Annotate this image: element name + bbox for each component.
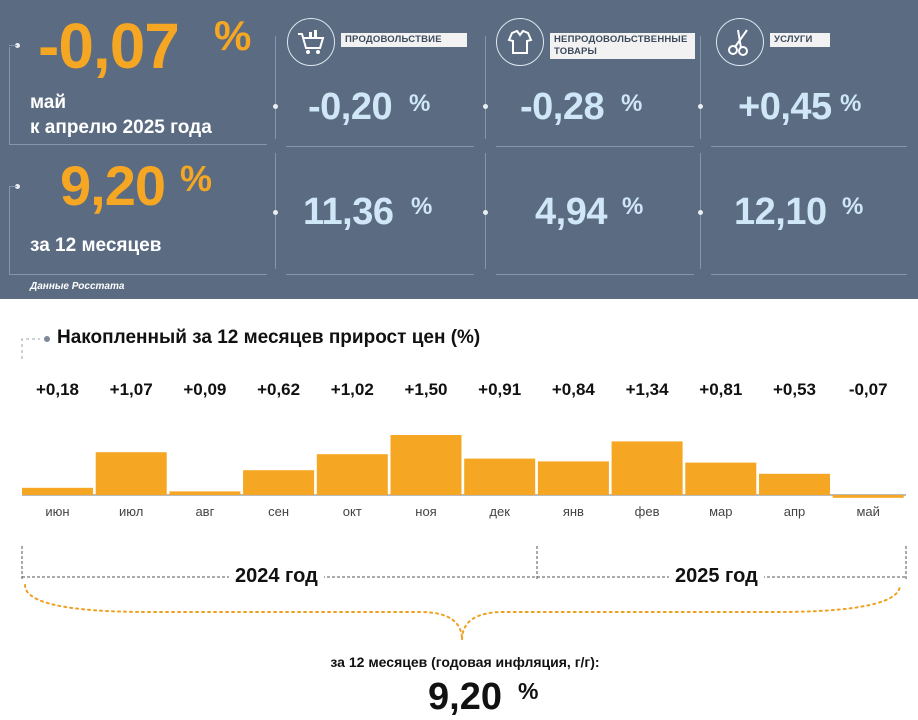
value-label-фев: +1,34 xyxy=(625,380,669,399)
nonfood-annual-percent: % xyxy=(622,193,644,220)
bar-фев xyxy=(611,441,683,495)
bar-апр xyxy=(759,473,830,495)
column-separator xyxy=(275,36,276,139)
value-label-янв: +0,84 xyxy=(551,380,595,399)
monthly-cpi-value: -0,07 xyxy=(38,10,180,82)
value-label-май: -0,07 xyxy=(848,380,888,399)
annual-inflation-percent: % xyxy=(518,678,539,704)
chart-title: Накопленный за 12 месяцев прирост цен (%… xyxy=(57,327,481,348)
source-note: Данные Росстата xyxy=(30,281,125,292)
summary-divider xyxy=(9,274,267,275)
annual-cpi-percent: % xyxy=(180,158,213,199)
food-monthly-value: -0,20 xyxy=(308,86,393,128)
value-label-ноя: +1,50 xyxy=(404,380,448,399)
clothing-icon xyxy=(496,18,544,66)
month-label-авг: авг xyxy=(195,504,215,519)
bullet-dot xyxy=(483,104,488,109)
annual-inflation-label: за 12 месяцев (годовая инфляция, г/г): xyxy=(330,654,600,670)
annual-label: за 12 месяцев xyxy=(30,235,162,256)
bar-авг xyxy=(169,491,241,495)
summary-divider xyxy=(9,144,267,145)
nonfood-annual-value: 4,94 xyxy=(535,191,607,233)
bar-сен xyxy=(243,470,315,495)
services-annual-value: 12,10 xyxy=(734,191,827,233)
chart-title-connector xyxy=(21,336,50,359)
bar-ноя xyxy=(390,435,462,495)
inflation-summary-panel: -0,07 % май к апрелю 2025 года 9,20 % за… xyxy=(0,0,918,299)
month-label-янв: янв xyxy=(562,504,584,519)
food-monthly-percent: % xyxy=(409,90,431,117)
annual-cpi-value: 9,20 xyxy=(60,154,166,217)
month-label-июл: июл xyxy=(119,504,144,519)
value-label-окт: +1,02 xyxy=(330,380,374,399)
food-annual-value: 11,36 xyxy=(303,191,394,233)
bullet-dot xyxy=(273,210,278,215)
bar-июл xyxy=(95,452,167,495)
annual-inflation-value: 9,20 xyxy=(428,676,502,718)
scissors-icon xyxy=(716,18,764,66)
connector-tick xyxy=(9,186,17,187)
value-label-мар: +0,81 xyxy=(699,380,743,399)
shopping-cart-icon xyxy=(287,18,335,66)
monthly-label-period: к апрелю 2025 года xyxy=(30,117,212,138)
value-label-авг: +0,09 xyxy=(183,380,227,399)
row-divider xyxy=(496,146,694,147)
bar-янв xyxy=(537,461,609,495)
services-annual-percent: % xyxy=(842,193,864,220)
category-label-food: ПРОДОВОЛЬСТВИЕ xyxy=(341,33,467,47)
value-label-июл: +1,07 xyxy=(109,380,153,399)
column-separator xyxy=(485,36,486,139)
left-connector-line xyxy=(9,47,10,144)
bullet-dot xyxy=(15,43,20,48)
bullet-dot xyxy=(15,184,20,189)
bar-май xyxy=(832,495,904,498)
value-label-дек: +0,91 xyxy=(478,380,522,399)
nonfood-monthly-percent: % xyxy=(621,90,643,117)
value-label-сен: +0,62 xyxy=(257,380,301,399)
connector-tick xyxy=(9,45,17,46)
month-label-май: май xyxy=(856,504,880,519)
value-label-июн: +0,18 xyxy=(35,380,79,399)
bar-дек xyxy=(464,458,536,495)
year-label-2024: 2024 год xyxy=(229,565,324,588)
bullet-dot xyxy=(698,104,703,109)
month-label-окт: окт xyxy=(342,504,362,519)
month-label-июн: июн xyxy=(45,504,70,519)
value-label-апр: +0,53 xyxy=(772,380,816,399)
left-connector-line xyxy=(9,186,10,274)
month-label-дек: дек xyxy=(489,504,510,519)
services-monthly-value: +0,45 xyxy=(738,86,832,128)
year-brackets xyxy=(21,546,907,641)
bullet-dot xyxy=(483,210,488,215)
row-divider xyxy=(496,274,694,275)
bar-июн xyxy=(22,487,93,495)
month-label-ноя: ноя xyxy=(415,504,437,519)
monthly-label-month: май xyxy=(30,92,67,113)
month-label-сен: сен xyxy=(268,504,290,519)
month-label-мар: мар xyxy=(709,504,733,519)
bullet-dot xyxy=(698,210,703,215)
category-label-services: УСЛУГИ xyxy=(770,33,830,47)
row-divider xyxy=(286,146,474,147)
column-separator xyxy=(700,36,701,139)
nonfood-monthly-value: -0,28 xyxy=(520,86,605,128)
food-annual-percent: % xyxy=(411,193,433,220)
bar-мар xyxy=(685,462,757,495)
row-divider xyxy=(286,274,474,275)
row-divider xyxy=(711,274,907,275)
month-label-апр: апр xyxy=(783,504,806,519)
month-label-фев: фев xyxy=(634,504,660,519)
services-monthly-percent: % xyxy=(840,90,862,117)
year-label-2025: 2025 год xyxy=(669,565,764,588)
monthly-bar-chart xyxy=(22,435,906,498)
row-divider xyxy=(711,146,907,147)
category-label-nonfood: НЕПРОДОВОЛЬСТВЕННЫЕ ТОВАРЫ xyxy=(550,33,695,59)
bullet-dot xyxy=(273,104,278,109)
bar-окт xyxy=(316,454,388,495)
monthly-cpi-percent: % xyxy=(214,12,252,59)
